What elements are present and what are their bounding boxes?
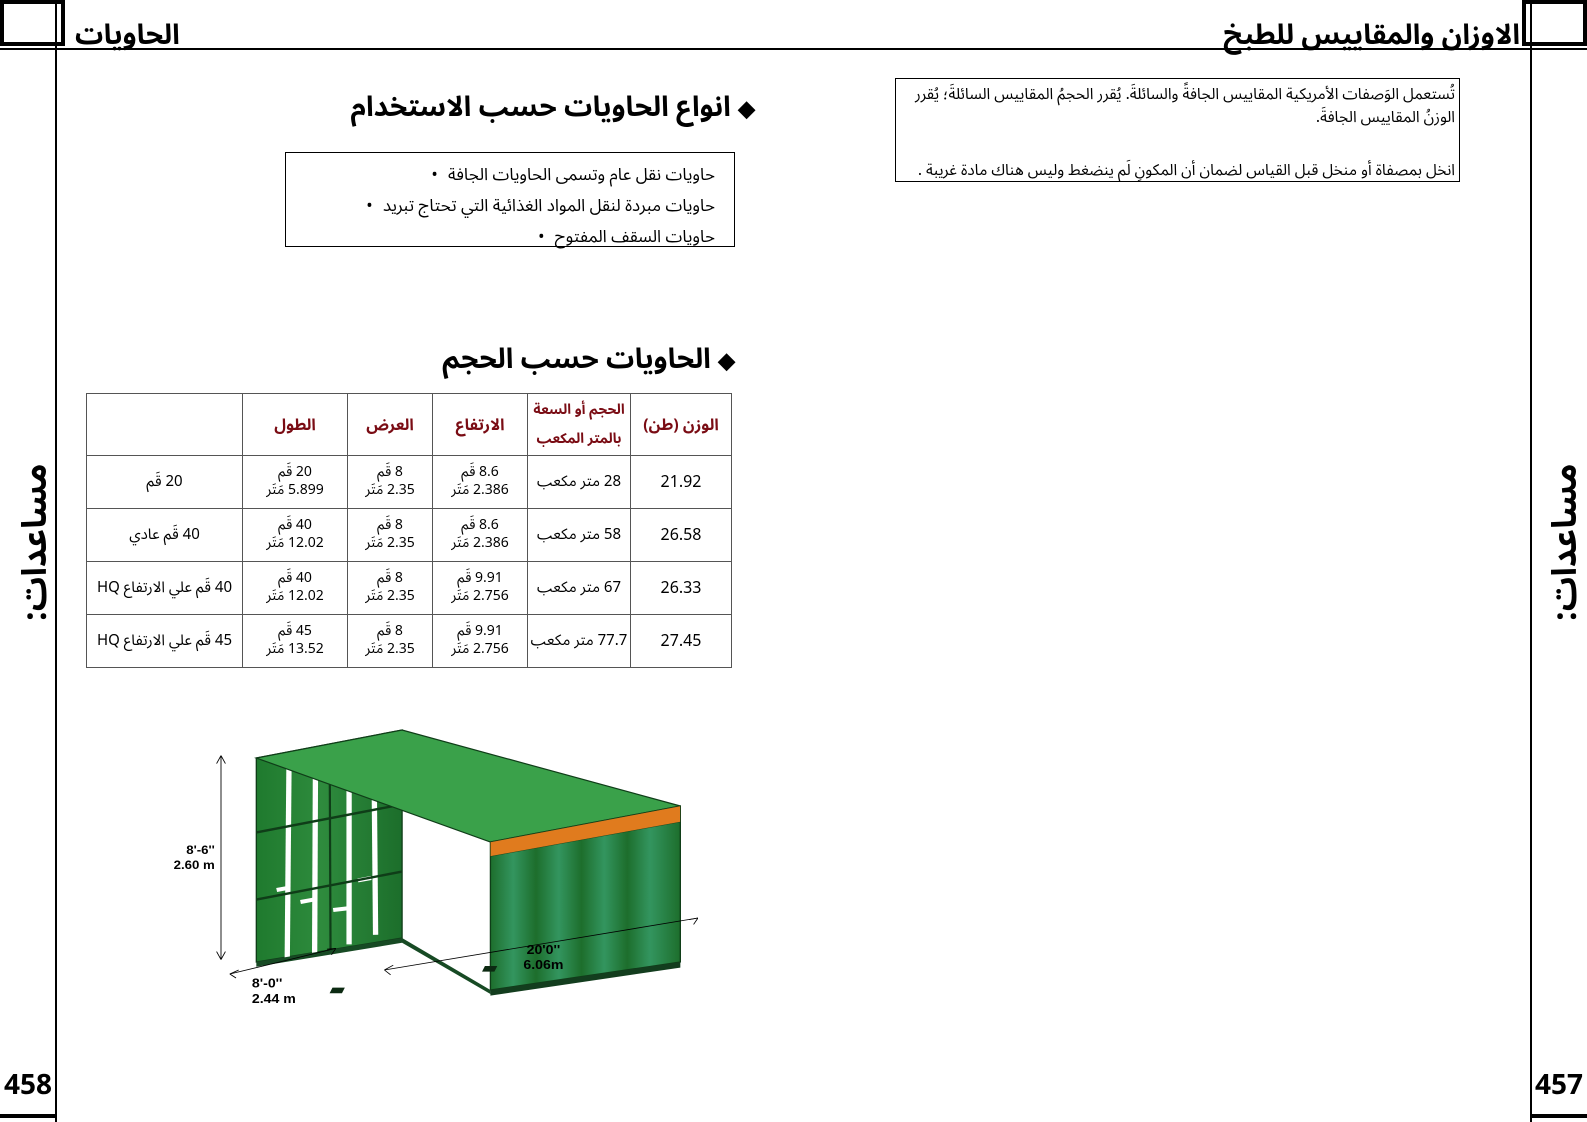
svg-text:2.44 m: 2.44 m <box>252 991 296 1005</box>
svg-text:8'-6'': 8'-6'' <box>186 844 215 857</box>
svg-text:6.06m: 6.06m <box>523 958 563 972</box>
svg-text:8'-0'': 8'-0'' <box>252 976 282 990</box>
svg-text:20'0'': 20'0'' <box>527 943 561 957</box>
svg-text:2.60 m: 2.60 m <box>174 859 215 872</box>
